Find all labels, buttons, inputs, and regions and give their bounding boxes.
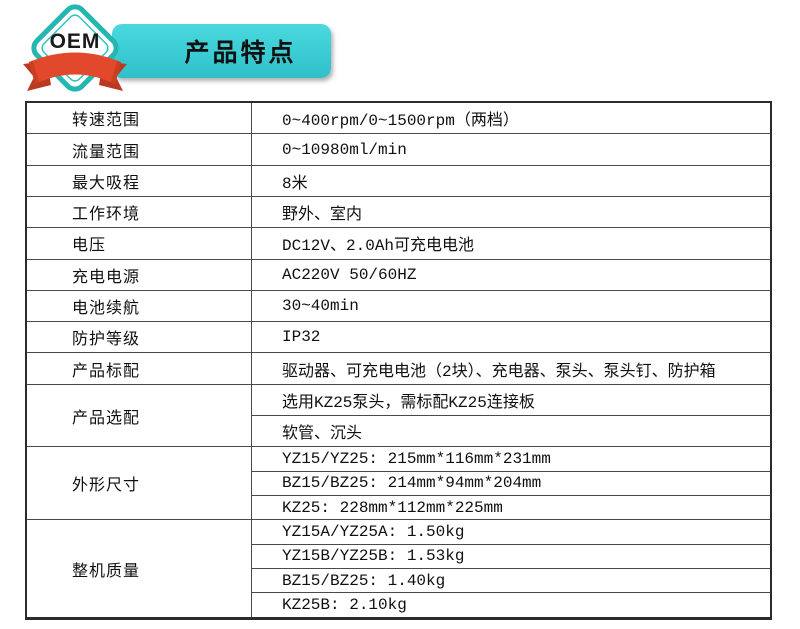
table-row: 工作环境 野外、室内 — [25, 195, 772, 229]
spec-value-cell: BZ15/BZ25: 1.40kg — [251, 568, 772, 594]
spec-value-cell: KZ25: 228mm*112mm*225mm — [251, 495, 772, 521]
table-row: 转速范围 0~400rpm/0~1500rpm（两档） — [25, 101, 772, 135]
table-row: 流量范围 0~10980ml/min — [25, 133, 772, 166]
oem-badge-label: OEM — [49, 30, 101, 53]
table-row: 最大吸程 8米 — [25, 164, 772, 197]
spec-value-cell: 软管、沉头 — [251, 415, 772, 448]
oem-badge-icon — [23, 4, 127, 92]
table-row: 整机质量 YZ15A/YZ25A: 1.50kg — [25, 519, 772, 619]
table-row: 产品标配 驱动器、可充电电池（2块）、充电器、泵头、泵头钉、防护箱 — [25, 352, 772, 385]
spec-label-cell: 电压 — [25, 227, 252, 260]
spec-value-cell: 8米 — [251, 164, 772, 197]
spec-value-cell: YZ15/YZ25: 215mm*116mm*231mm — [251, 446, 772, 472]
table-row: KZ25B: 2.10kg — [26, 592, 772, 619]
table-row: BZ15/BZ25: 1.40kg — [26, 568, 772, 594]
table-row: 电压 DC12V、2.0Ah可充电电池 — [25, 227, 772, 260]
spec-value-cell: 0~400rpm/0~1500rpm（两档） — [251, 101, 772, 135]
spec-value-cell: 选用KZ25泵头，需标配KZ25连接板 — [251, 383, 772, 417]
spec-value-cell: DC12V、2.0Ah可充电电池 — [251, 227, 772, 260]
spec-label-cell: 最大吸程 — [25, 164, 252, 197]
table-row: 电池续航 30~40min — [25, 289, 772, 323]
spec-value-cell: YZ15A/YZ25A: 1.50kg — [251, 519, 772, 545]
spec-value-cell: IP32 — [251, 321, 772, 354]
table-row: 防护等级 IP32 — [25, 321, 772, 354]
spec-value-cell: YZ15B/YZ25B: 1.53kg — [251, 543, 772, 570]
spec-value-cell: AC220V 50/60HZ — [251, 258, 772, 291]
section-header-banner: 产品特点 — [112, 24, 331, 78]
spec-value-cell: 0~10980ml/min — [251, 133, 772, 166]
spec-label-cell: 流量范围 — [25, 133, 252, 166]
spec-value-cell: BZ15/BZ25: 214mm*94mm*204mm — [251, 470, 772, 497]
spec-label-cell: 充电电源 — [25, 258, 252, 291]
spec-label-cell: 外形尺寸 — [25, 446, 252, 521]
spec-label-cell: 电池续航 — [25, 289, 252, 323]
table-row: 软管、沉头 — [26, 415, 772, 448]
spec-value-cell: KZ25B: 2.10kg — [251, 592, 772, 619]
table-row: YZ15B/YZ25B: 1.53kg — [26, 543, 772, 570]
spec-label-cell: 防护等级 — [25, 321, 252, 354]
table-row: BZ15/BZ25: 214mm*94mm*204mm — [26, 470, 772, 497]
spec-table: 转速范围 0~400rpm/0~1500rpm（两档） 流量范围 0~10980ml/… — [25, 101, 772, 620]
spec-label-cell: 工作环境 — [25, 195, 252, 229]
ribbon-icon — [23, 52, 127, 91]
spec-value-cell: 驱动器、可充电电池（2块）、充电器、泵头、泵头钉、防护箱 — [251, 352, 772, 385]
table-row: 产品选配 选用KZ25泵头，需标配KZ25连接板 — [25, 383, 772, 448]
spec-label-cell: 产品标配 — [25, 352, 252, 385]
spec-value-cell: 野外、室内 — [251, 195, 772, 229]
table-row: 充电电源 AC220V 50/60HZ — [25, 258, 772, 291]
spec-label-cell: 转速范围 — [25, 101, 252, 135]
spec-label-cell: 整机质量 — [25, 519, 252, 619]
table-row: KZ25: 228mm*112mm*225mm — [26, 495, 772, 521]
spec-table-body: 转速范围 0~400rpm/0~1500rpm（两档） 流量范围 0~10980ml/… — [25, 101, 772, 619]
table-row: 外形尺寸 YZ15/YZ25: 215mm*116mm*231mm — [25, 446, 772, 521]
section-title: 产品特点 — [184, 39, 297, 67]
spec-label-cell: 产品选配 — [25, 383, 252, 448]
spec-value-cell: 30~40min — [251, 289, 772, 323]
